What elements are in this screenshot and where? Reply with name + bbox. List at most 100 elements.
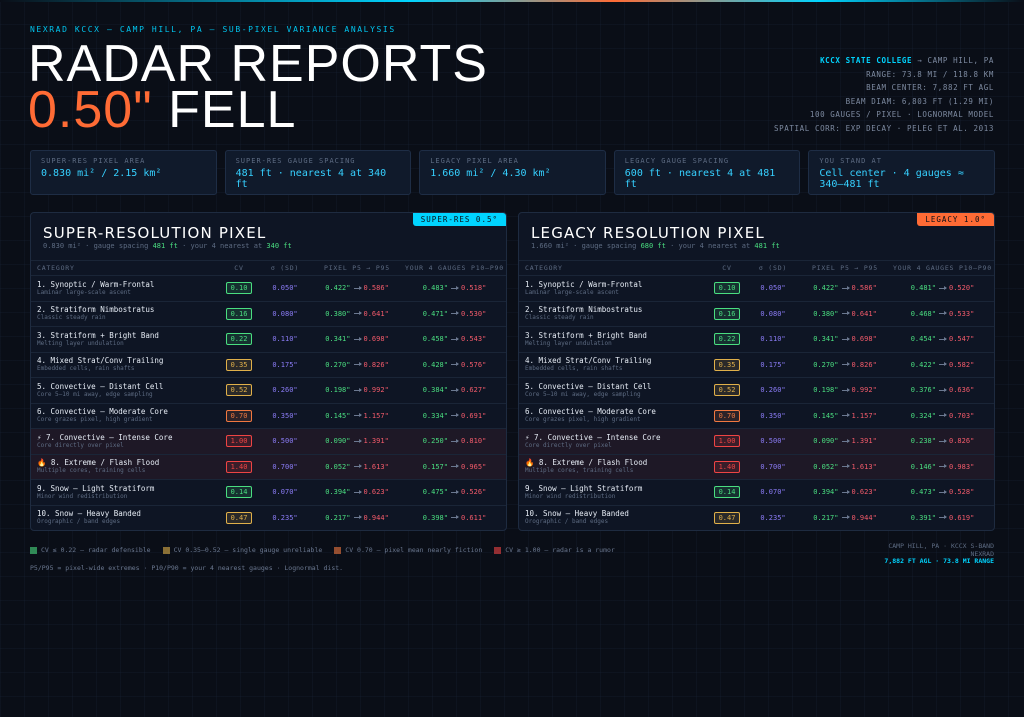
range-low: 0.052" xyxy=(325,462,351,471)
range-cell: 0.238" 0.826" xyxy=(891,437,994,445)
subtitle-part: · your 4 nearest at xyxy=(665,242,755,250)
range-cell: 0.145" 1.157" xyxy=(799,412,891,420)
range-high: 1.391" xyxy=(851,437,877,446)
range-low: 0.481" xyxy=(910,284,936,293)
arrow-icon xyxy=(939,489,947,494)
sd-cell: 0.080" xyxy=(760,309,786,318)
category-note: Core grazes pixel, high gradient xyxy=(525,416,641,424)
category-cell: 2. Stratiform Nimbostratus Classic steady… xyxy=(37,305,219,322)
range-high: 0.826" xyxy=(363,360,389,369)
category-label: 10. Snow — Heavy Banded xyxy=(525,509,629,519)
range-high: 1.391" xyxy=(363,437,389,446)
info-line: SPATIAL CORR: EXP DECAY · PELEG ET AL. 2… xyxy=(774,123,994,133)
range-high: 1.613" xyxy=(363,462,389,471)
category-note: Core 5–10 mi away, edge sampling xyxy=(525,390,641,398)
arrow-icon xyxy=(841,489,850,494)
legend-label: CV ≥ 1.00 — radar is a rumor xyxy=(505,546,615,554)
legend-item: CV ≥ 1.00 — radar is a rumor xyxy=(494,546,615,554)
category-cell: 9. Snow — Light Stratiform Minor wind red… xyxy=(525,484,707,501)
category-cell: 3. Stratiform + Bright Band Melting layer… xyxy=(525,331,707,348)
table-row: 3. Stratiform + Bright Band Melting layer… xyxy=(31,326,506,352)
table-header: CATEGORY CV σ (SD) PIXEL P5 → P95 YOUR 4 GAU… xyxy=(31,260,506,275)
arrow-icon xyxy=(841,336,850,341)
panel-subtitle: 0.830 mi² · gauge spacing 481 ft · your … xyxy=(43,242,292,250)
range-high: 0.528" xyxy=(949,488,975,497)
range-high: 0.547" xyxy=(949,335,975,344)
category-note: Core directly over pixel xyxy=(37,441,124,449)
stat-value: 0.830 mi² / 2.15 km² xyxy=(41,168,162,179)
arrow-icon xyxy=(939,464,947,469)
range-cell: 0.422" 0.582" xyxy=(891,361,994,369)
arrow-icon xyxy=(451,285,459,290)
column-header: CV xyxy=(234,264,244,272)
range-cell: 0.384" 0.627" xyxy=(403,386,506,394)
range-cell: 0.428" 0.576" xyxy=(403,361,506,369)
arrow-icon xyxy=(841,362,850,367)
category-cell: 6. Convective — Moderate Core Core grazes… xyxy=(37,407,219,424)
range-low: 0.145" xyxy=(325,411,351,420)
cv-badge: 0.47 xyxy=(713,511,741,524)
range-low: 0.090" xyxy=(325,437,351,446)
range-high: 1.157" xyxy=(851,411,877,420)
range-low: 0.341" xyxy=(325,335,351,344)
subtitle-part: 1.660 mi² · gauge spacing xyxy=(531,242,641,250)
range-cell: 0.458" 0.543" xyxy=(403,335,506,343)
category-label: 6. Convective — Moderate Core xyxy=(37,407,168,417)
column-header: σ (SD) xyxy=(758,264,788,272)
legend-label: CV ≤ 0.22 — radar defensible xyxy=(41,546,151,554)
table-row: 4. Mixed Strat/Conv Trailing Embedded cel… xyxy=(519,351,994,378)
range-low: 0.270" xyxy=(325,360,351,369)
range-high: 0.518" xyxy=(461,284,487,293)
arrow-icon xyxy=(353,285,362,290)
range-low: 0.458" xyxy=(422,335,448,344)
station-rest: → CAMP HILL, PA xyxy=(917,56,994,65)
sd-cell: 0.070" xyxy=(760,488,786,497)
arrow-icon xyxy=(451,489,459,494)
range-low: 0.394" xyxy=(813,488,839,497)
range-cell: 0.270" 0.826" xyxy=(799,361,891,369)
category-label: 2. Stratiform Nimbostratus xyxy=(525,305,643,315)
legend-swatch xyxy=(30,546,37,554)
range-low: 0.376" xyxy=(910,386,936,395)
sd-cell: 0.260" xyxy=(760,386,786,395)
range-cell: 0.394" 0.623" xyxy=(799,488,891,496)
cv-badge: 0.52 xyxy=(713,384,741,397)
category-label: 5. Convective — Distant Cell xyxy=(37,381,164,391)
range-cell: 0.145" 1.157" xyxy=(311,412,403,420)
column-header: CV xyxy=(722,264,732,272)
legend-swatch xyxy=(334,546,342,554)
arrow-icon xyxy=(451,413,459,418)
range-high: 0.944" xyxy=(363,513,389,522)
table-row: 5. Convective — Distant Cell Core 5–10 mi… xyxy=(31,377,506,403)
title: RADAR REPORTS xyxy=(28,35,488,93)
info-line: RANGE: 73.8 MI / 118.8 KM xyxy=(866,69,994,79)
arrow-icon xyxy=(353,387,362,392)
range-high: 0.623" xyxy=(363,488,389,497)
cv-badge: 0.22 xyxy=(225,333,253,346)
range-cell: 0.270" 0.826" xyxy=(311,361,403,369)
arrow-icon xyxy=(939,362,947,367)
category-label: 4. Mixed Strat/Conv Trailing xyxy=(37,356,164,366)
panel-subtitle: 1.660 mi² · gauge spacing 680 ft · your … xyxy=(531,242,780,250)
range-high: 0.698" xyxy=(851,335,877,344)
stat-value: 1.660 mi² / 4.30 km² xyxy=(430,168,551,179)
subtitle-part: 340 ft xyxy=(266,242,292,250)
legend-swatch xyxy=(162,546,170,554)
stat-value: 481 ft · nearest 4 at 340 ft xyxy=(235,168,387,190)
cv-badge: 0.47 xyxy=(225,511,253,524)
range-cell: 0.398" 0.611" xyxy=(403,514,506,522)
stat-label: SUPER-RES GAUGE SPACING xyxy=(235,157,356,165)
range-low: 0.391" xyxy=(910,513,936,522)
category-note: Core directly over pixel xyxy=(525,441,612,449)
sd-cell: 0.235" xyxy=(760,513,786,522)
category-cell: 🔥 8. Extreme / Flash Flood Multiple cores… xyxy=(525,458,707,475)
category-label: 10. Snow — Heavy Banded xyxy=(37,509,141,519)
stat-box: SUPER-RES PIXEL AREA 0.830 mi² / 2.15 km² xyxy=(30,150,217,195)
arrow-icon xyxy=(841,515,850,520)
arrow-icon xyxy=(451,311,459,316)
stat-value: Cell center · 4 gauges ≈ 340–481 ft xyxy=(819,168,964,190)
table-panel: SUPER-RES 0.5° SUPER-RESOLUTION PIXEL 0.83… xyxy=(30,212,507,531)
category-label: ⚡ 7. Convective — Intense Core xyxy=(525,432,661,442)
stat-box: SUPER-RES GAUGE SPACING 481 ft · nearest … xyxy=(224,150,412,195)
footer: CAMP HILL, PA · KCCX S-BAND NEXRAD 7,882 … xyxy=(874,542,994,566)
